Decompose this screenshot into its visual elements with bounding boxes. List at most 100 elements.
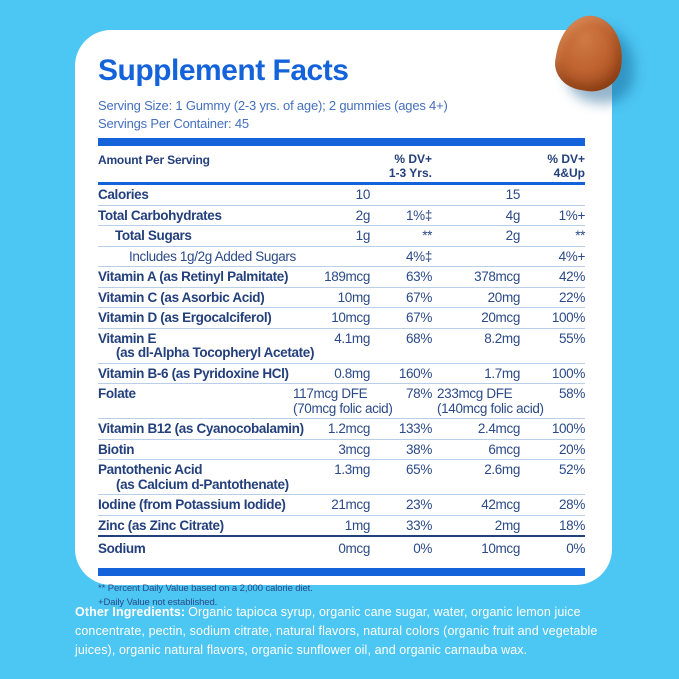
amount-4up: 378mcg [474, 269, 520, 284]
amount-4up: 2.4mcg [477, 421, 521, 436]
nutrient-name: Iodine (from Potassium Iodide) [98, 497, 286, 512]
divider-bar-top [98, 138, 585, 146]
dv-1-3yrs: 67% [406, 289, 432, 305]
dv-1-3yrs: 4%‡ [406, 248, 432, 264]
page-title: Supplement Facts [98, 54, 349, 87]
amount-4up: 233mcg DFE (140mcg folic acid) [437, 386, 544, 416]
dv-4up: 58% [559, 386, 585, 401]
dv-1-3yrs: 1%‡ [406, 207, 432, 223]
nutrient-name: Vitamin C (as Asorbic Acid) [98, 289, 265, 305]
table-row: Sodium 0mcg 0% 10mcg 0% [98, 537, 585, 563]
header-amount-per-serving: Amount Per Serving [98, 153, 210, 167]
amount-1-3yrs: 1.3mg [334, 462, 370, 477]
supplement-facts-card: Supplement Facts Serving Size: 1 Gummy (… [75, 30, 612, 608]
amount-1-3yrs: 3mcg [338, 441, 370, 457]
header-dv-1-3yrs-line2: 1-3 Yrs. [388, 165, 432, 180]
nutrient-name: Sodium [98, 541, 146, 556]
nutrient-name: Includes 1g/2g Added Sugars [129, 248, 296, 264]
dv-4up: 1%+ [558, 207, 586, 223]
dv-1-3yrs: 63% [406, 269, 432, 284]
nutrient-name: Vitamin B12 (as Cyanocobalamin) [98, 421, 304, 436]
header-dv-4up-line2: 4&Up [553, 165, 585, 180]
footnotes: ** Percent Daily Value based on a 2,000 … [98, 582, 585, 610]
amount-4up: 2.6mg [484, 462, 520, 477]
dv-1-3yrs: 33% [406, 517, 432, 533]
divider-bar-bottom [98, 567, 585, 576]
amount-1-3yrs: 1.2mcg [327, 421, 371, 436]
header-dv-4up-line1: % DV+ [547, 152, 585, 166]
amount-1-3yrs: 1g [355, 228, 371, 243]
supplement-table: Amount Per Serving % DV+ 1-3 Yrs. % DV+ … [98, 150, 585, 563]
amount-4up: 4g [505, 207, 521, 223]
table-row: Vitamin B-6 (as Pyridoxine HCl) 0.8mg 160%… [98, 364, 585, 384]
dv-4up: 0% [566, 541, 585, 556]
amount-1-3yrs: 1mg [344, 517, 371, 533]
dv-1-3yrs: 65% [406, 462, 432, 477]
amount-1-3yrs: 4.1mg [334, 330, 370, 346]
table-row: Includes 1g/2g Added Sugars 4%‡ 4%+ [98, 247, 586, 267]
amount-4up: 6mcg [488, 441, 520, 457]
amount-4up: 15 [505, 187, 521, 202]
dv-1-3yrs: ** [422, 228, 432, 243]
table-row: Vitamin E (as dl-Alpha Tocopheryl Acetate… [98, 329, 585, 364]
table-row: Iodine (from Potassium Iodide) 21mcg 23% 42… [98, 495, 585, 516]
table-row: Vitamin C (as Asorbic Acid) 10mg 67% 20mg 22… [98, 288, 585, 308]
nutrient-name: Vitamin B-6 (as Pyridoxine HCl) [98, 365, 289, 381]
table-header-row: Amount Per Serving % DV+ 1-3 Yrs. % DV+ … [98, 150, 585, 185]
amount-1-3yrs: 2g [355, 207, 371, 223]
nutrient-name: Vitamin E (as dl-Alpha Tocopheryl Acetate… [98, 330, 315, 360]
amount-1-3yrs: 189mcg [324, 269, 370, 284]
amount-4up: 2g [505, 228, 521, 243]
dv-1-3yrs: 23% [406, 497, 432, 512]
amount-1-3yrs: 0.8mg [334, 365, 370, 381]
amount-4up: 42mcg [481, 497, 520, 512]
amount-1-3yrs: 10mg [337, 289, 371, 305]
amount-4up: 20mcg [481, 310, 520, 325]
table-row: Vitamin D (as Ergocalciferol) 10mcg 67% 20m… [98, 308, 585, 329]
dv-1-3yrs: 78% [406, 386, 432, 401]
header-dv-1-3yrs: % DV+ 1-3 Yrs. [370, 152, 432, 180]
nutrient-name: Total Sugars [115, 228, 192, 243]
nutrient-name: Vitamin D (as Ergocalciferol) [98, 310, 272, 325]
header-dv-1-3yrs-line1: % DV+ [394, 152, 432, 166]
dv-4up: 4%+ [558, 248, 586, 264]
dv-4up: 18% [559, 517, 585, 533]
amount-1-3yrs: 21mcg [331, 497, 370, 512]
amount-1-3yrs: 0mcg [338, 541, 370, 556]
dv-1-3yrs: 0% [413, 541, 432, 556]
table-row: Total Carbohydrates 2g 1%‡ 4g 1%+ [98, 206, 586, 226]
dv-4up: ** [575, 228, 585, 243]
table-body: Calories 10 15 Total Carbohydrates 2g 1%‡ 4g 1%… [98, 185, 585, 563]
dv-1-3yrs: 67% [406, 310, 432, 325]
servings-per-container-line: Servings Per Container: 45 [98, 116, 249, 131]
nutrient-name: Folate [98, 386, 136, 401]
gummy-photo [550, 10, 630, 97]
amount-1-3yrs: 10mcg [331, 310, 370, 325]
table-row: Folate 117mcg DFE (70mcg folic acid) 78% 233… [98, 384, 585, 419]
amount-4up: 1.7mg [484, 365, 520, 381]
nutrient-name: Zinc (as Zinc Citrate) [98, 517, 224, 533]
header-dv-4up: % DV+ 4&Up [520, 152, 585, 180]
other-ingredients: Other Ingredients: Organic tapioca syrup,… [75, 603, 611, 660]
dv-1-3yrs: 68% [406, 330, 432, 346]
amount-4up: 2mg [494, 517, 521, 533]
table-row: Biotin 3mcg 38% 6mcg 20% [98, 440, 585, 460]
nutrient-name: Calories [98, 187, 149, 202]
dv-4up: 100% [551, 421, 585, 436]
table-row: Zinc (as Zinc Citrate) 1mg 33% 2mg 18% [98, 516, 585, 537]
table-row: Vitamin B12 (as Cyanocobalamin) 1.2mcg 133… [98, 419, 585, 440]
footnote-daily-value: ** Percent Daily Value based on a 2,000 … [98, 582, 313, 594]
table-row: Pantothenic Acid (as Calcium d-Pantothena… [98, 460, 585, 495]
nutrient-name: Pantothenic Acid (as Calcium d-Pantothena… [98, 462, 289, 492]
amount-4up: 10mcg [481, 541, 520, 556]
table-row: Vitamin A (as Retinyl Palmitate) 189mcg 63… [98, 267, 585, 288]
gummy-shape [550, 10, 630, 97]
other-ingredients-text: Organic tapioca syrup, organic cane suga… [75, 605, 598, 657]
nutrient-name: Biotin [98, 441, 135, 457]
amount-1-3yrs: 10 [355, 187, 371, 202]
amount-4up: 8.2mg [484, 330, 520, 346]
dv-4up: 28% [559, 497, 585, 512]
serving-size-line: Serving Size: 1 Gummy (2-3 yrs. of age);… [98, 98, 448, 113]
footnote-not-established: +Daily Value not established. [98, 596, 218, 608]
dv-4up: 22% [559, 289, 585, 305]
